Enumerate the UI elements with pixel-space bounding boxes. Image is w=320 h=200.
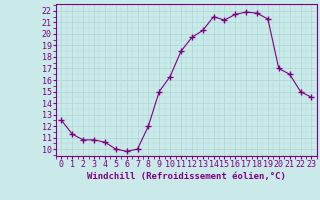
X-axis label: Windchill (Refroidissement éolien,°C): Windchill (Refroidissement éolien,°C) <box>87 172 286 181</box>
